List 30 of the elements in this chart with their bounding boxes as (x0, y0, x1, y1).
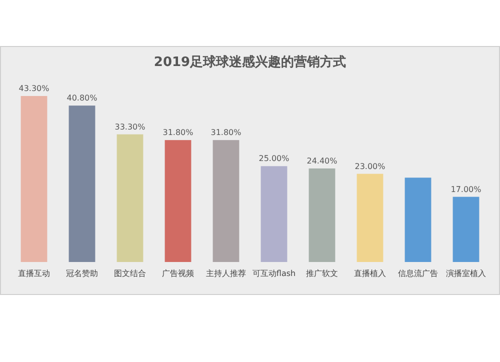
x-tick-label: 信息流广告 (398, 269, 438, 278)
x-tick-label: 广告视频 (162, 269, 194, 278)
bar (212, 140, 240, 262)
bar (116, 134, 144, 262)
bar (308, 168, 336, 262)
data-label: 31.80% (162, 128, 194, 138)
chart-title: 2019足球球迷感兴趣的营销方式 (154, 54, 346, 70)
bar (20, 96, 48, 262)
bar (164, 140, 192, 262)
bar (356, 174, 384, 262)
bar (404, 178, 432, 262)
x-tick-label: 推广软文 (306, 269, 338, 278)
bar (68, 106, 96, 262)
data-label: 40.80% (66, 94, 98, 103)
data-label: 25.00% (258, 154, 290, 164)
x-tick-label: 图文结合 (114, 269, 146, 278)
x-tick-label: 演播室植入 (446, 269, 486, 278)
data-label: 31.80% (210, 128, 242, 138)
data-label: 23.00% (354, 162, 386, 171)
x-tick-label: 直播植入 (354, 269, 386, 278)
data-label: 17.00% (450, 184, 482, 194)
x-tick-label: 直播互动 (18, 269, 50, 278)
bar (260, 166, 288, 262)
data-label: 33.30% (114, 122, 146, 132)
x-tick-label: 冠名赞助 (66, 269, 98, 278)
x-tick-label: 可互动flash (252, 269, 296, 278)
data-label: 43.30% (18, 84, 50, 93)
data-label: 24.40% (306, 156, 338, 166)
bar (452, 196, 480, 262)
x-tick-label: 主持人推荐 (206, 269, 246, 278)
